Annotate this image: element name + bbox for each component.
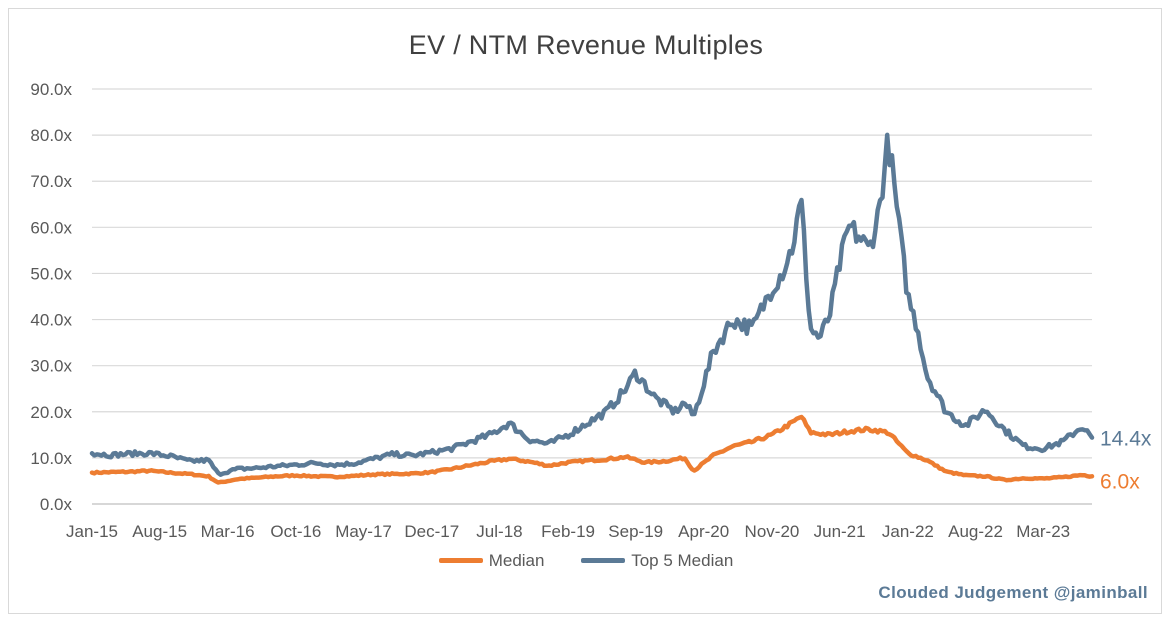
x-tick-label: Feb-19 (541, 522, 595, 541)
y-tick-label: 10.0x (30, 449, 72, 468)
series-line-top5-median (89, 132, 1095, 477)
y-tick-label: 90.0x (30, 80, 72, 99)
y-tick-label: 70.0x (30, 172, 72, 191)
series-line-median (89, 414, 1095, 485)
y-tick-label: 80.0x (30, 126, 72, 145)
legend-label-median: Median (488, 550, 545, 570)
x-axis: Jan-15 Aug-15 Mar-16 Oct-16 May-17 Dec-17 Jul-… (66, 522, 1070, 541)
y-tick-label: 60.0x (30, 218, 72, 237)
legend-swatch-median (438, 558, 483, 563)
gridlines (92, 88, 1092, 505)
x-tick-label: Jun-21 (814, 522, 866, 541)
x-tick-label: Jan-22 (882, 522, 934, 541)
x-tick-label: Jan-15 (66, 522, 118, 541)
end-value-label: 14.4x (1100, 428, 1152, 451)
x-tick-label: May-17 (335, 522, 392, 541)
x-tick-label: Dec-17 (404, 522, 459, 541)
end-value-label: 6.0x (1100, 470, 1140, 493)
y-tick-label: 0.0x (40, 495, 73, 514)
x-tick-label: Oct-16 (270, 522, 321, 541)
x-tick-label: Jul-18 (476, 522, 522, 541)
legend-swatch-top5 (581, 558, 626, 563)
watermark: Clouded Judgement @jaminball (878, 583, 1148, 602)
legend-label-top5: Top 5 Median (631, 550, 734, 570)
chart-title: EV / NTM Revenue Multiples (408, 30, 764, 60)
end-labels: 6.0x 14.4x (1100, 428, 1152, 494)
series-lines (89, 132, 1095, 485)
y-tick-label: 40.0x (30, 311, 72, 330)
x-tick-label: Sep-19 (608, 522, 663, 541)
x-tick-label: Aug-22 (948, 522, 1003, 541)
x-tick-label: Aug-15 (132, 522, 187, 541)
y-tick-label: 30.0x (30, 357, 72, 376)
y-tick-label: 20.0x (30, 403, 72, 422)
x-tick-label: Apr-20 (678, 522, 729, 541)
legend: Median Top 5 Median (0, 548, 1172, 571)
x-tick-label: Mar-23 (1016, 522, 1070, 541)
x-tick-label: Nov-20 (745, 522, 800, 541)
y-axis: 0.0x 10.0x 20.0x 30.0x 40.0x 50.0x 60.0x 70.0x 8… (30, 80, 72, 514)
chart-frame (8, 8, 1162, 614)
y-tick-label: 50.0x (30, 264, 72, 283)
x-tick-label: Mar-16 (201, 522, 255, 541)
legend-item-median: Median (438, 550, 545, 571)
legend-item-top5: Top 5 Median (581, 551, 733, 571)
